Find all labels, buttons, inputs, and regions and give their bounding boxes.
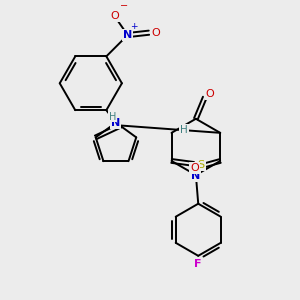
Text: N: N — [191, 172, 200, 182]
Text: O: O — [110, 11, 119, 21]
Text: O: O — [151, 28, 160, 38]
Text: H: H — [180, 125, 188, 135]
Text: O: O — [190, 163, 199, 173]
Text: −: − — [120, 1, 128, 11]
Text: +: + — [130, 22, 138, 31]
Text: S: S — [198, 160, 205, 170]
Text: N: N — [123, 30, 132, 40]
Text: H: H — [109, 112, 116, 122]
Text: N: N — [111, 118, 121, 128]
Text: O: O — [206, 89, 214, 99]
Text: F: F — [194, 259, 202, 269]
